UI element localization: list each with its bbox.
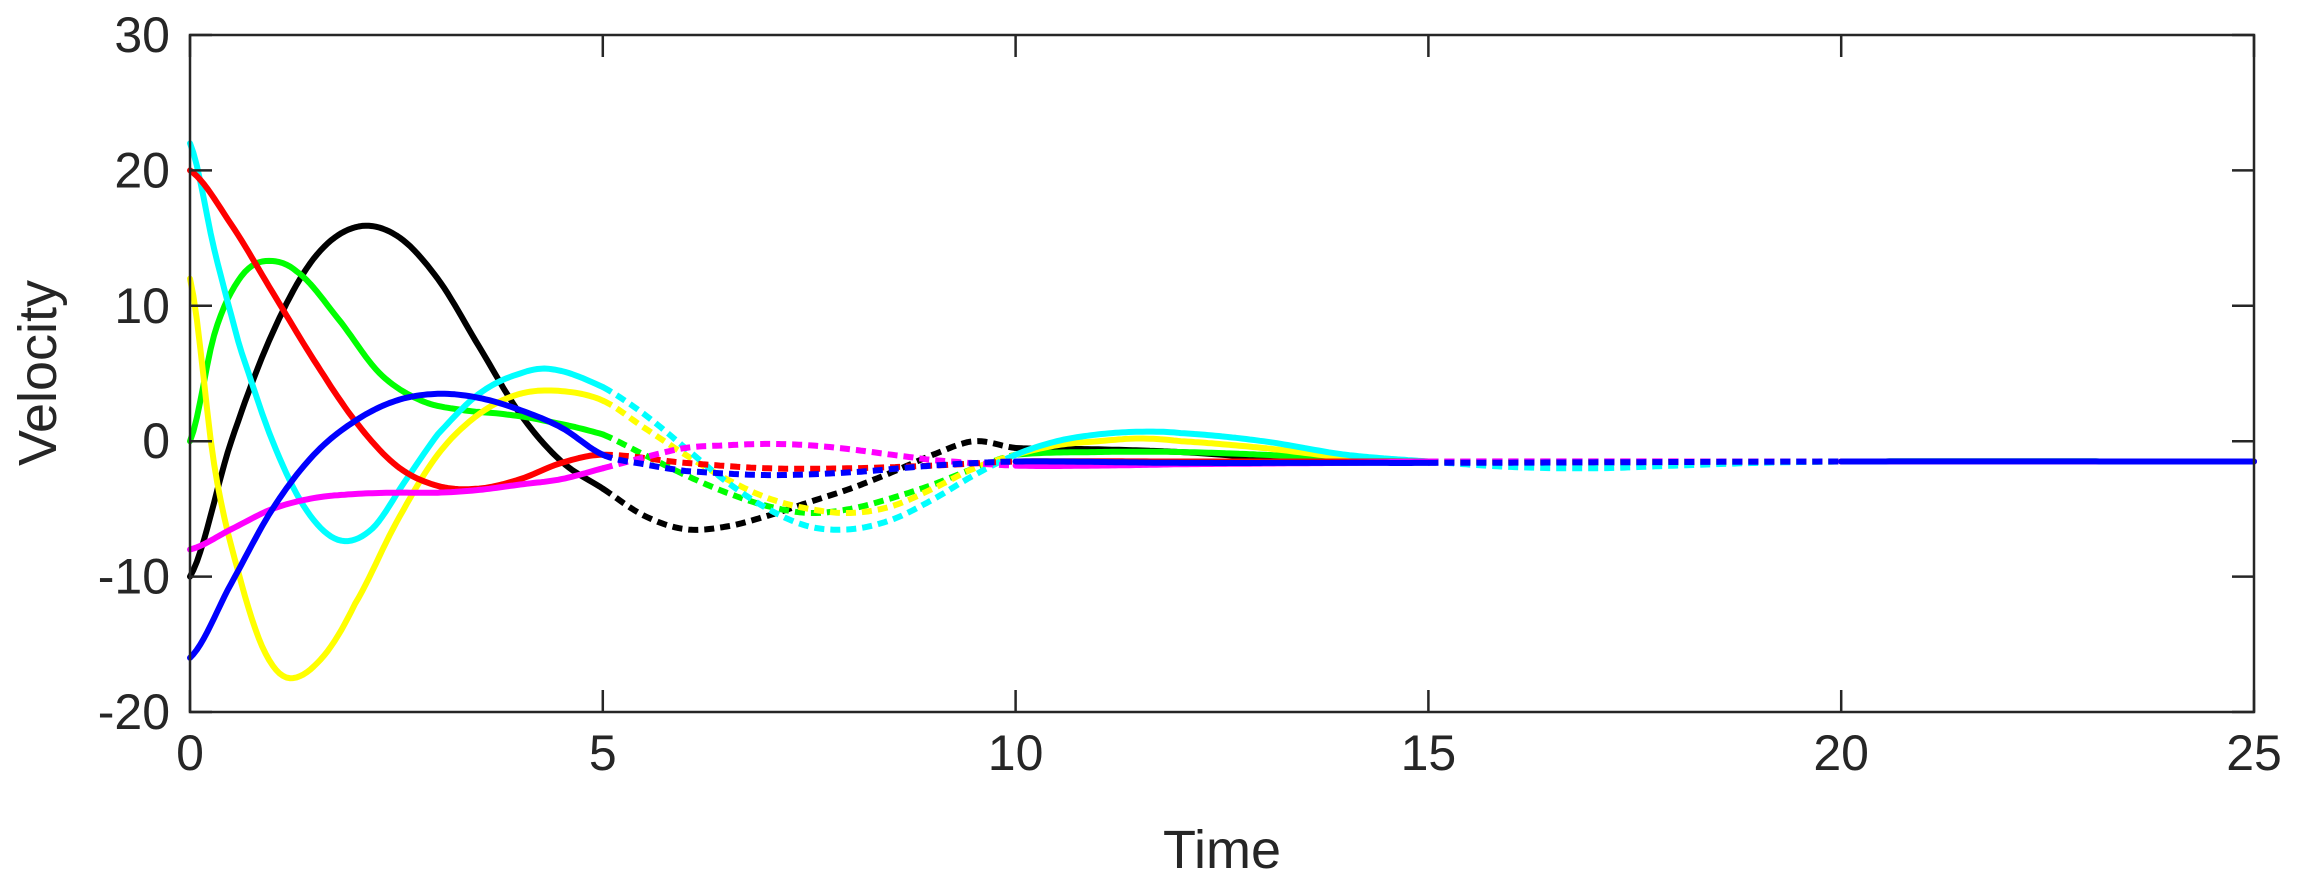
series-line-segment [1012,428,1432,465]
series-line-segment [602,451,1016,472]
series-line-segment [601,384,1017,533]
series-line-segment [187,167,606,493]
x-tick-label: 10 [988,725,1044,781]
series-line-segment [601,451,1016,479]
ticks-layer [188,33,2256,714]
series-line-segment [187,275,606,682]
series-line-segment [1012,458,1432,466]
series-line-segment [601,438,1017,533]
series-line-segment [187,257,606,445]
series-line-segment [187,465,606,553]
x-tick-label: 25 [2226,725,2282,781]
series-layer [187,140,2257,682]
x-tick-label: 5 [589,725,617,781]
y-tick-label: 30 [114,7,170,63]
y-tick-label: 20 [114,142,170,198]
y-tick-label: 0 [142,413,170,469]
y-axis-label: Velocity [8,280,68,466]
series-line-segment [602,440,1016,472]
y-tick-label: -20 [98,684,170,740]
series-line-segment [1428,458,1842,466]
plot-background [190,35,2254,712]
plot-frame [188,33,2256,714]
x-tick-label: 0 [176,725,204,781]
x-axis-label: Time [1163,820,1281,880]
tick-labels-layer: 0 5 10 15 20 25 -20 -10 0 10 20 30 [98,7,2282,781]
series-line-segment [187,390,606,661]
x-tick-label: 20 [1813,725,1869,781]
series-line-segment [601,397,1017,516]
x-tick-label: 15 [1401,725,1457,781]
y-tick-label: 10 [114,278,170,334]
series-line-segment [187,222,606,580]
y-tick-label: -10 [98,549,170,605]
